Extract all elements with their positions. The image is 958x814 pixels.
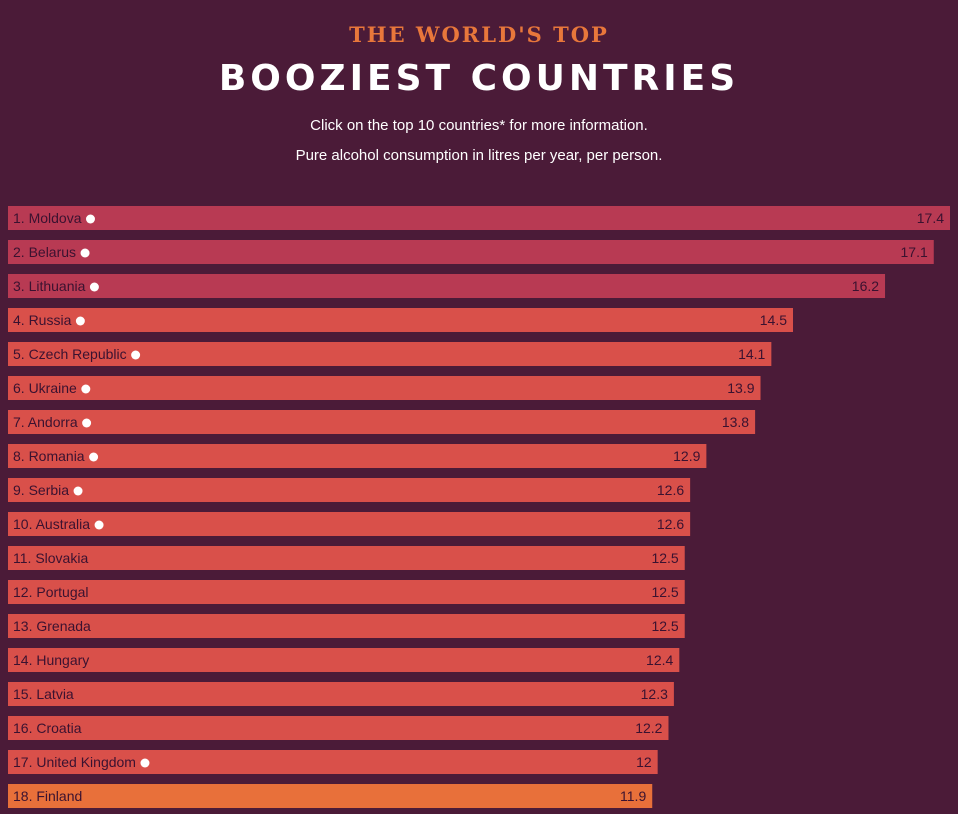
bar-label: 16. Croatia [13,720,82,736]
bar-row[interactable]: 10. Australia 12.6 [8,512,691,536]
bar[interactable] [8,478,691,502]
bar-row: 14. Hungary 12.4 [8,648,680,672]
bar-value: 12.3 [641,686,668,702]
bar-label: 8. Romania [13,448,85,464]
bar-value: 17.4 [917,210,944,226]
bar [8,682,674,706]
bar-label: 17. United Kingdom [13,754,136,770]
bar-row: 16. Croatia 12.2 [8,716,669,740]
bar [8,716,669,740]
bar-label: 13. Grenada [13,618,91,634]
bar[interactable] [8,376,761,400]
bar [8,614,685,638]
bar-row: 13. Grenada 12.5 [8,614,685,638]
bar-row[interactable]: 8. Romania 12.9 [8,444,707,468]
bar-value: 16.2 [852,278,879,294]
bar-value: 14.1 [738,346,765,362]
bar[interactable] [8,512,691,536]
bar-label: 15. Latvia [13,686,74,702]
bar[interactable] [8,750,658,774]
bar-row: 18. Finland 11.9 [8,784,653,808]
bar-label: 14. Hungary [13,652,89,668]
bar-label: 10. Australia [13,516,90,532]
bar[interactable] [8,308,793,332]
bar-row[interactable]: 7. Andorra 13.8 [8,410,756,434]
bar-row[interactable]: 17. United Kingdom 12 [8,750,658,774]
bar-value: 14.5 [760,312,787,328]
bar-label: 5. Czech Republic [13,346,127,362]
info-dot-icon[interactable] [89,282,99,292]
bar-label: 9. Serbia [13,482,69,498]
bar-label: 1. Moldova [13,210,82,226]
chart-title: BOOZIEST COUNTRIES [218,58,740,99]
bar-value: 13.8 [722,414,749,430]
bar[interactable] [8,444,707,468]
bar [8,580,685,604]
bar-row[interactable]: 1. Moldova 17.4 [8,206,950,230]
bar-value: 17.1 [901,244,928,260]
chart-instruction: Click on the top 10 countries* for more … [310,117,648,134]
bar-row[interactable]: 9. Serbia 12.6 [8,478,691,502]
info-dot-icon[interactable] [140,758,150,768]
bar-value: 12.5 [651,618,678,634]
bar[interactable] [8,410,756,434]
info-dot-icon[interactable] [89,452,99,462]
bar-label: 11. Slovakia [13,550,88,566]
bar-value: 12.5 [651,584,678,600]
chart-kicker: THE WORLD'S TOP [349,22,609,47]
bar-value: 12.6 [657,516,684,532]
bar-row[interactable]: 3. Lithuania 16.2 [8,274,886,298]
info-dot-icon[interactable] [75,316,85,326]
bar-label: 2. Belarus [13,244,76,260]
bar-row[interactable]: 6. Ukraine 13.9 [8,376,761,400]
bar-label: 4. Russia [13,312,72,328]
bar-row[interactable]: 4. Russia 14.5 [8,308,793,332]
bar-row: 15. Latvia 12.3 [8,682,674,706]
bar-label: 3. Lithuania [13,278,86,294]
bar-value: 12.4 [646,652,673,668]
bar[interactable] [8,240,934,264]
bar [8,784,653,808]
info-dot-icon[interactable] [131,350,141,360]
info-dot-icon[interactable] [82,418,92,428]
info-dot-icon[interactable] [81,384,91,394]
info-dot-icon[interactable] [80,248,90,258]
bar[interactable] [8,206,950,230]
bar-row: 11. Slovakia 12.5 [8,546,685,570]
bar-value: 13.9 [727,380,754,396]
bar-label: 6. Ukraine [13,380,77,396]
bar-value: 12.9 [673,448,700,464]
info-dot-icon[interactable] [94,520,104,530]
bar-value: 11.9 [620,788,646,804]
bar-value: 12.5 [651,550,678,566]
bar-value: 12.2 [635,720,662,736]
bar-row[interactable]: 2. Belarus 17.1 [8,240,934,264]
bar-row[interactable]: 5. Czech Republic 14.1 [8,342,772,366]
bar-value: 12 [636,754,652,770]
bar-label: 18. Finland [13,788,82,804]
bar[interactable] [8,274,886,298]
bar-row: 12. Portugal 12.5 [8,580,685,604]
info-dot-icon[interactable] [73,486,83,496]
bar [8,648,680,672]
info-dot-icon[interactable] [85,214,95,224]
bar-label: 7. Andorra [13,414,78,430]
chart-unit-description: Pure alcohol consumption in litres per y… [295,147,663,164]
bar [8,546,685,570]
bar-label: 12. Portugal [13,584,89,600]
bar-value: 12.6 [657,482,684,498]
